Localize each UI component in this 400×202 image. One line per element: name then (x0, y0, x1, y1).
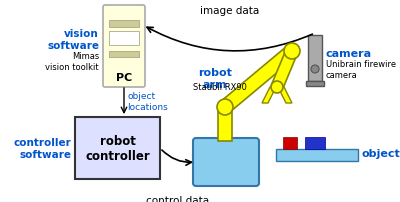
Text: image data: image data (200, 6, 260, 16)
FancyBboxPatch shape (305, 137, 325, 149)
FancyBboxPatch shape (103, 6, 145, 87)
Polygon shape (218, 107, 232, 141)
FancyBboxPatch shape (308, 36, 322, 82)
Text: control data: control data (146, 195, 210, 202)
Circle shape (217, 100, 233, 115)
FancyBboxPatch shape (109, 32, 139, 46)
Text: controller
software: controller software (13, 138, 71, 159)
Circle shape (271, 82, 283, 94)
Text: Staubli RX90: Staubli RX90 (193, 83, 247, 92)
Text: objects: objects (362, 148, 400, 158)
FancyBboxPatch shape (109, 52, 139, 58)
FancyBboxPatch shape (306, 82, 324, 87)
FancyBboxPatch shape (283, 137, 297, 149)
Text: robot
arm: robot arm (198, 68, 232, 89)
Polygon shape (220, 46, 296, 113)
Text: Mimas
vision toolkit: Mimas vision toolkit (45, 52, 99, 71)
Circle shape (284, 44, 300, 60)
FancyBboxPatch shape (193, 138, 259, 186)
Text: vision
software: vision software (47, 29, 99, 50)
Text: Unibrain firewire
camera: Unibrain firewire camera (326, 60, 396, 79)
FancyBboxPatch shape (75, 117, 160, 179)
FancyBboxPatch shape (276, 149, 358, 161)
Text: PC: PC (116, 73, 132, 83)
Polygon shape (272, 49, 298, 90)
Polygon shape (262, 87, 276, 103)
Text: robot
controller: robot controller (85, 134, 150, 162)
FancyBboxPatch shape (109, 21, 139, 28)
Polygon shape (278, 87, 292, 103)
Text: camera: camera (326, 49, 372, 59)
Text: object
locations: object locations (127, 92, 168, 111)
Circle shape (311, 66, 319, 74)
